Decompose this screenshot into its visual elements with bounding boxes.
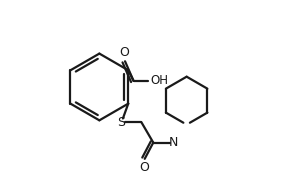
Text: N: N [169, 136, 178, 149]
Text: O: O [119, 46, 129, 59]
Text: O: O [139, 161, 149, 174]
Text: OH: OH [150, 74, 168, 87]
Text: S: S [118, 116, 126, 129]
